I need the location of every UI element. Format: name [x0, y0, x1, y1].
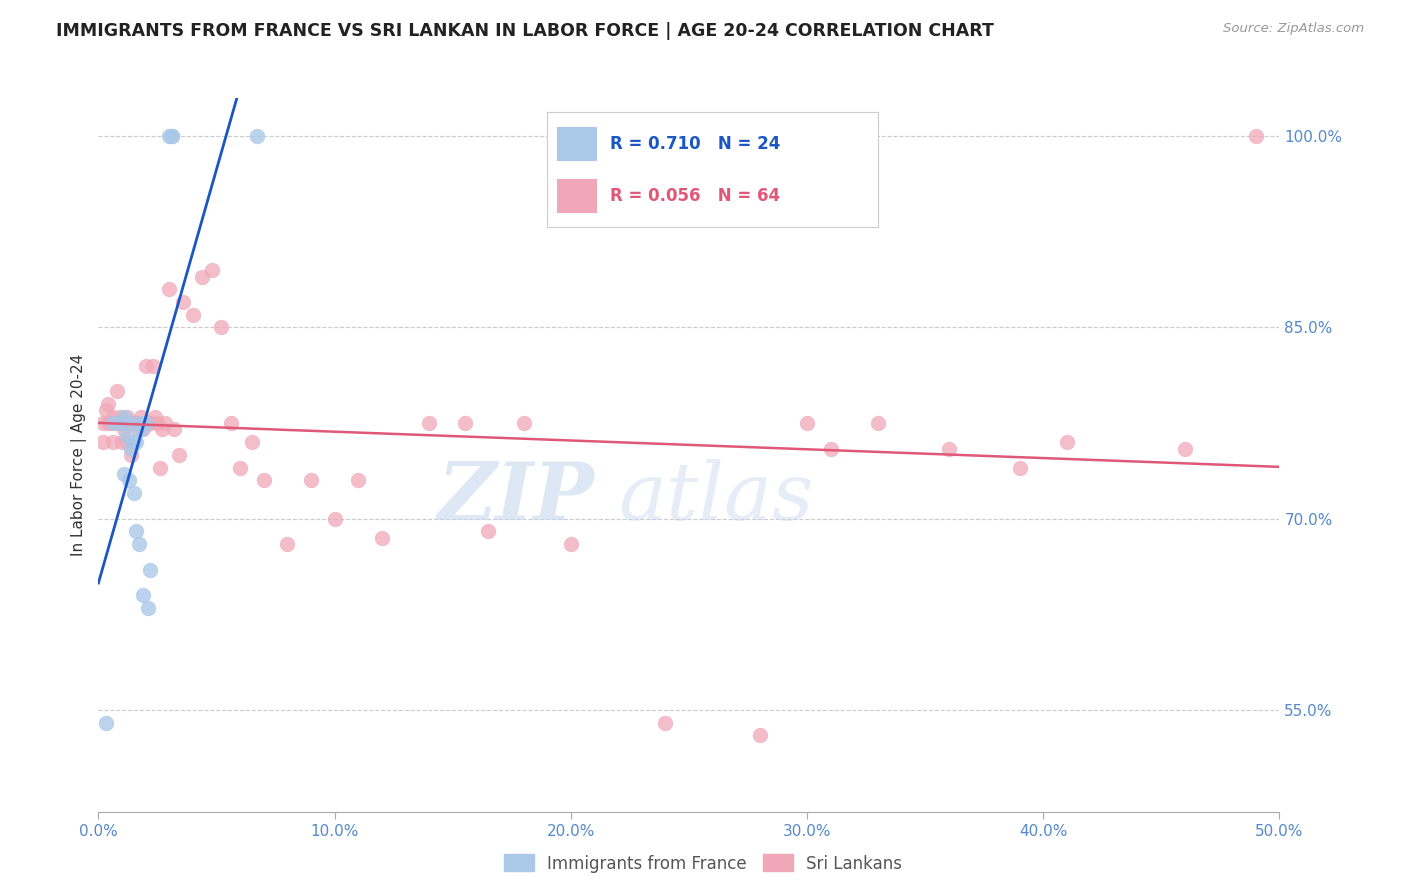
Text: Source: ZipAtlas.com: Source: ZipAtlas.com	[1223, 22, 1364, 36]
Point	[125, 524, 148, 539]
Point	[149, 460, 172, 475]
Point	[97, 416, 120, 430]
Point	[128, 537, 150, 551]
Point	[108, 416, 131, 430]
Point	[94, 715, 117, 730]
Point	[209, 320, 232, 334]
Point	[191, 269, 214, 284]
Point	[122, 486, 145, 500]
Point	[418, 416, 440, 430]
Point	[1244, 129, 1267, 144]
Point	[115, 429, 138, 443]
Point	[132, 588, 155, 602]
Point	[253, 474, 276, 488]
Point	[240, 435, 263, 450]
Point	[201, 263, 224, 277]
Point	[125, 416, 148, 430]
Point	[150, 422, 173, 436]
Point	[132, 422, 155, 436]
Text: IMMIGRANTS FROM FRANCE VS SRI LANKAN IN LABOR FORCE | AGE 20-24 CORRELATION CHAR: IMMIGRANTS FROM FRANCE VS SRI LANKAN IN …	[56, 22, 994, 40]
Point	[118, 416, 141, 430]
Text: ZIP: ZIP	[437, 459, 595, 536]
Point	[115, 435, 138, 450]
Point	[91, 435, 114, 450]
Point	[101, 409, 124, 424]
Point	[121, 442, 143, 456]
Point	[115, 409, 138, 424]
Point	[453, 416, 475, 430]
Point	[101, 416, 124, 430]
Point	[347, 474, 370, 488]
Point	[146, 416, 169, 430]
Point	[163, 422, 186, 436]
Point	[512, 416, 534, 430]
Point	[104, 416, 127, 430]
Point	[560, 537, 582, 551]
Point	[129, 422, 152, 436]
Point	[111, 435, 134, 450]
Point	[323, 511, 346, 525]
Point	[108, 416, 131, 430]
Point	[153, 416, 176, 430]
Point	[105, 384, 128, 399]
Point	[139, 563, 162, 577]
Point	[125, 435, 148, 450]
Point	[122, 435, 145, 450]
Point	[157, 282, 180, 296]
Point	[94, 403, 117, 417]
Point	[796, 416, 818, 430]
Point	[938, 442, 960, 456]
Point	[371, 531, 394, 545]
Point	[820, 442, 842, 456]
Point	[136, 416, 159, 430]
Point	[157, 129, 180, 144]
Point	[118, 474, 141, 488]
Point	[1008, 460, 1031, 475]
Point	[276, 537, 298, 551]
Point	[108, 409, 131, 424]
Point	[101, 435, 124, 450]
Point	[654, 715, 676, 730]
Point	[219, 416, 242, 430]
Point	[112, 422, 135, 436]
Point	[98, 416, 121, 430]
Point	[139, 416, 162, 430]
Point	[136, 600, 159, 615]
Point	[181, 308, 204, 322]
Point	[477, 524, 499, 539]
Point	[129, 409, 152, 424]
Point	[97, 397, 120, 411]
Point	[167, 448, 190, 462]
Text: atlas: atlas	[619, 459, 814, 536]
Point	[142, 359, 165, 373]
Point	[128, 422, 150, 436]
Point	[91, 416, 114, 430]
Point	[143, 409, 166, 424]
Point	[122, 416, 145, 430]
Point	[128, 416, 150, 430]
Point	[1174, 442, 1197, 456]
Point	[299, 474, 322, 488]
Point	[246, 129, 269, 144]
Point	[112, 467, 135, 481]
Point	[172, 295, 194, 310]
Point	[135, 359, 157, 373]
Point	[135, 416, 157, 430]
Point	[121, 448, 143, 462]
Point	[118, 416, 141, 430]
Point	[866, 416, 889, 430]
Point	[748, 728, 770, 742]
Point	[1056, 435, 1078, 450]
Point	[160, 129, 183, 144]
Point	[160, 129, 183, 144]
Legend: Immigrants from France, Sri Lankans: Immigrants from France, Sri Lankans	[496, 847, 910, 880]
Y-axis label: In Labor Force | Age 20-24: In Labor Force | Age 20-24	[72, 354, 87, 556]
Point	[229, 460, 252, 475]
Point	[112, 409, 135, 424]
